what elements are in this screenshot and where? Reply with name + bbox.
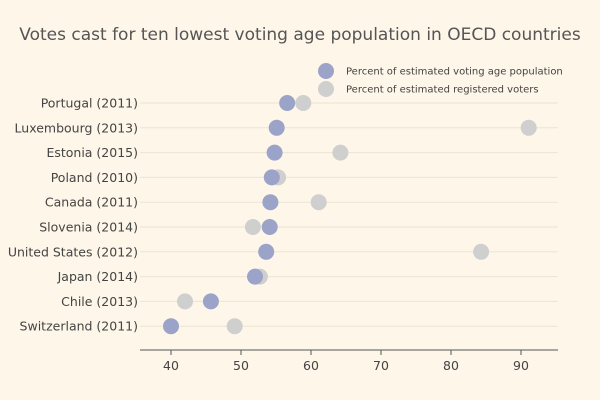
point-voting-age bbox=[247, 268, 263, 285]
point-registered bbox=[473, 243, 490, 260]
point-registered bbox=[226, 318, 243, 335]
x-tick-label: 60 bbox=[303, 358, 319, 373]
x-tick-label: 70 bbox=[373, 358, 389, 373]
point-registered bbox=[520, 119, 537, 136]
y-tick-label: Japan (2014) bbox=[57, 269, 138, 284]
y-tick-label: Estonia (2015) bbox=[46, 145, 138, 160]
point-voting-age bbox=[263, 169, 280, 186]
chart-title: Votes cast for ten lowest voting age pop… bbox=[19, 25, 581, 45]
y-tick-label: Portugal (2011) bbox=[41, 96, 138, 111]
point-voting-age bbox=[268, 119, 285, 136]
x-tick-label: 40 bbox=[163, 358, 179, 373]
x-axis-ticks: 40 50 60 70 80 90 bbox=[163, 350, 529, 373]
x-tick-label: 80 bbox=[443, 358, 459, 373]
y-tick-label: Chile (2013) bbox=[61, 294, 138, 309]
data-series bbox=[163, 95, 537, 335]
legend: Percent of estimated voting age populati… bbox=[318, 63, 563, 97]
point-registered bbox=[177, 293, 193, 310]
grid-lines bbox=[140, 102, 558, 327]
point-voting-age bbox=[163, 318, 179, 335]
y-tick-label: Canada (2011) bbox=[45, 195, 138, 210]
y-tick-label: United States (2012) bbox=[8, 244, 138, 259]
y-tick-label: Switzerland (2011) bbox=[20, 319, 138, 334]
legend-marker-registered bbox=[318, 81, 334, 97]
point-voting-age bbox=[262, 194, 279, 211]
point-voting-age bbox=[266, 144, 283, 161]
legend-label-registered: Percent of estimated registered voters bbox=[346, 85, 539, 96]
y-axis-labels: Portugal (2011) Luxembourg (2013) Estonia … bbox=[8, 96, 138, 334]
x-tick-label: 50 bbox=[233, 358, 249, 373]
x-tick-label: 90 bbox=[513, 358, 529, 373]
point-registered bbox=[244, 219, 261, 235]
y-tick-label: Slovenia (2014) bbox=[39, 220, 138, 235]
point-registered bbox=[310, 194, 327, 211]
point-voting-age bbox=[279, 95, 296, 111]
y-tick-label: Poland (2010) bbox=[51, 170, 138, 185]
y-tick-label: Luxembourg (2013) bbox=[15, 120, 138, 135]
point-voting-age bbox=[258, 243, 275, 260]
legend-label-voting-age: Percent of estimated voting age populati… bbox=[346, 67, 563, 78]
point-registered bbox=[332, 144, 349, 161]
point-voting-age bbox=[202, 293, 219, 310]
point-registered bbox=[295, 95, 312, 111]
legend-marker-voting-age bbox=[318, 63, 334, 79]
point-voting-age bbox=[261, 219, 278, 235]
